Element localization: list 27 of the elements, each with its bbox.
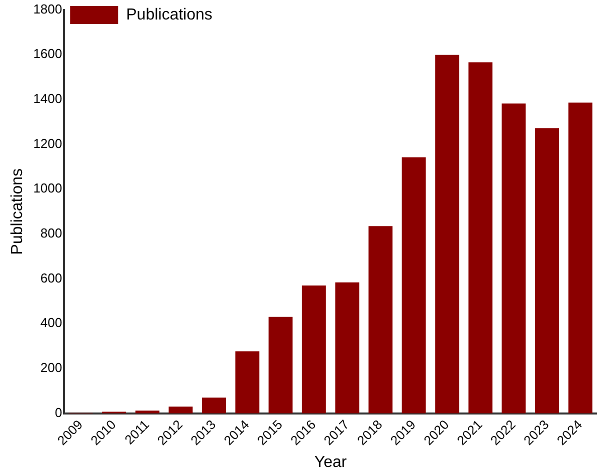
y-tick-label: 200: [40, 360, 62, 376]
bar: [368, 226, 393, 414]
y-tick-label: 1000: [33, 180, 62, 196]
y-tick-label: 600: [40, 270, 62, 286]
y-tick-label: 800: [40, 226, 62, 241]
bar: [235, 351, 260, 414]
x-axis-title: Year: [314, 454, 348, 471]
y-tick-label: 1600: [33, 46, 62, 62]
bar: [402, 157, 426, 414]
y-tick-label: 1200: [33, 136, 62, 151]
legend-label: Publications: [126, 6, 212, 24]
bar: [168, 406, 193, 414]
y-tick-label: 0: [54, 404, 62, 420]
y-axis-title: Publications: [9, 168, 26, 255]
y-tick-label: 400: [40, 315, 62, 330]
y-tick-label: 1800: [33, 1, 62, 16]
y-tick-label: 1400: [33, 91, 62, 106]
bar: [435, 54, 460, 414]
bar: [335, 282, 360, 414]
bar: [535, 128, 560, 414]
bar: [202, 398, 226, 414]
bar: [568, 102, 592, 414]
bar: [302, 286, 326, 414]
bar: [468, 62, 492, 414]
bar: [268, 316, 293, 414]
bar: [502, 104, 526, 414]
bar: [135, 410, 160, 414]
